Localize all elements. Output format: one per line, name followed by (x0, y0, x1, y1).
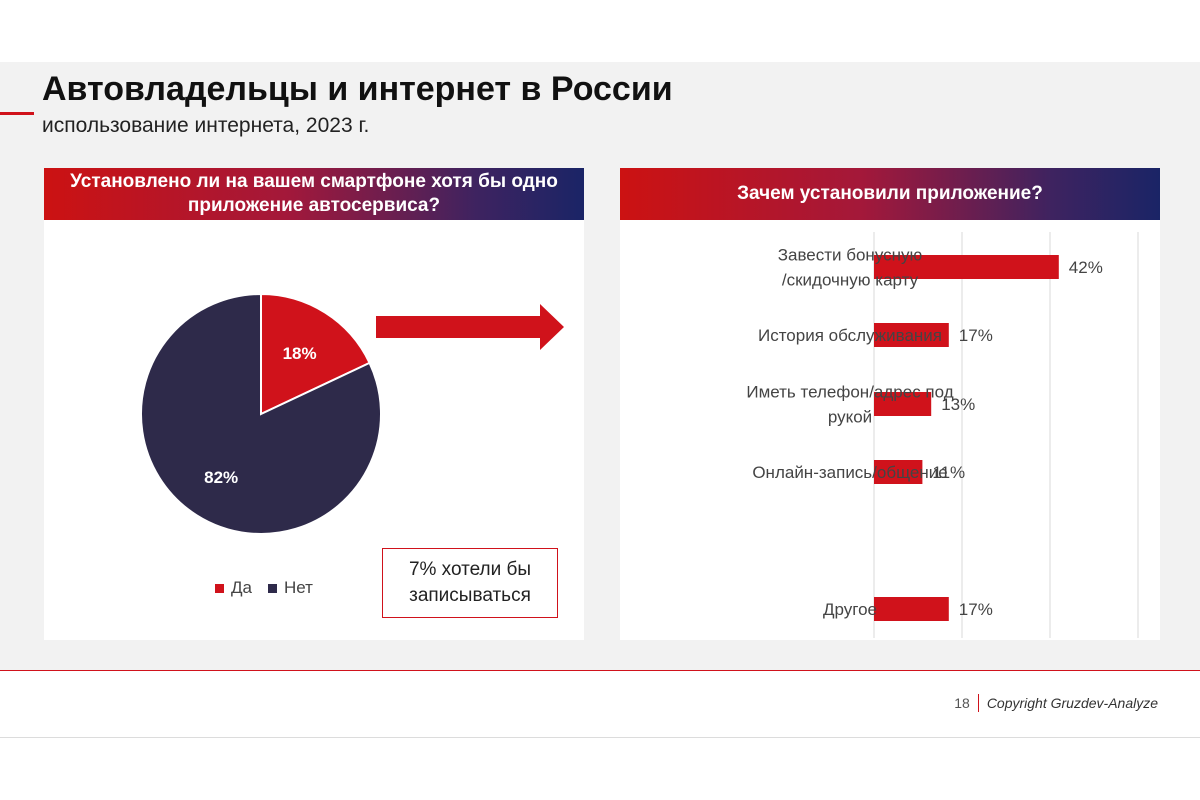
bar-category-label-0: /скидочную карту (782, 271, 919, 290)
legend-label-yes: Да (231, 578, 252, 597)
left-panel-header: Установлено ли на вашем смартфоне хотя б… (44, 168, 584, 220)
bar-value-label-0: 42% (1069, 258, 1103, 277)
bar-value-label-1: 17% (959, 326, 993, 345)
right-panel-header: Зачем установили приложение? (620, 168, 1160, 220)
bar-category-label-2: рукой (828, 408, 872, 427)
copyright-text: Copyright Gruzdev-Analyze (986, 695, 1158, 711)
bar-value-label-4: 17% (959, 600, 993, 619)
bar-3 (874, 460, 923, 484)
bar-value-label-3: 11% (932, 463, 965, 482)
bar-2 (874, 392, 932, 416)
footer-info: 18 Copyright Gruzdev-Analyze (954, 694, 1158, 712)
bar-value-label-2: 13% (941, 395, 975, 414)
pie-slice-0 (260, 292, 371, 416)
page-subtitle: использование интернета, 2023 г. (42, 114, 370, 137)
bar-4 (874, 597, 949, 621)
bar-category-label-1: История обслуживания (758, 326, 942, 345)
bar-category-label-4: Другое (823, 600, 877, 619)
legend-swatch-no (267, 583, 277, 593)
pie-chart: 18% 82% (140, 292, 382, 535)
legend-item-yes: Да (215, 578, 252, 598)
pie-slice-1 (140, 292, 382, 535)
right-panel (620, 220, 1160, 640)
legend-label-no: Нет (283, 578, 313, 597)
pie-label-0: 18% (283, 344, 317, 363)
bar-0 (874, 255, 1059, 279)
legend-swatch-yes (215, 583, 224, 593)
footer (0, 670, 1200, 738)
callout-box: 7% хотели бы записываться (382, 548, 558, 618)
legend-item-no: Нет (267, 578, 313, 598)
bar-category-label-0: Завести бонусную (778, 246, 923, 265)
bar-category-label-3: Онлайн-запись/общение (752, 463, 947, 482)
footer-separator (977, 694, 979, 712)
page-number: 18 (954, 695, 970, 711)
page-title: Автовладельцы и интернет в России (42, 70, 673, 108)
bar-1 (874, 323, 949, 347)
bar-category-label-2: Иметь телефон/адрес под (746, 383, 953, 402)
pie-legend: Да Нет (215, 578, 329, 598)
pie-label-1: 82% (204, 468, 238, 487)
arrow-icon (376, 304, 564, 350)
bar-chart: 42% Завести бонусную/скидочную карту 17% Ис… (746, 232, 1139, 638)
title-accent-line (0, 112, 34, 115)
